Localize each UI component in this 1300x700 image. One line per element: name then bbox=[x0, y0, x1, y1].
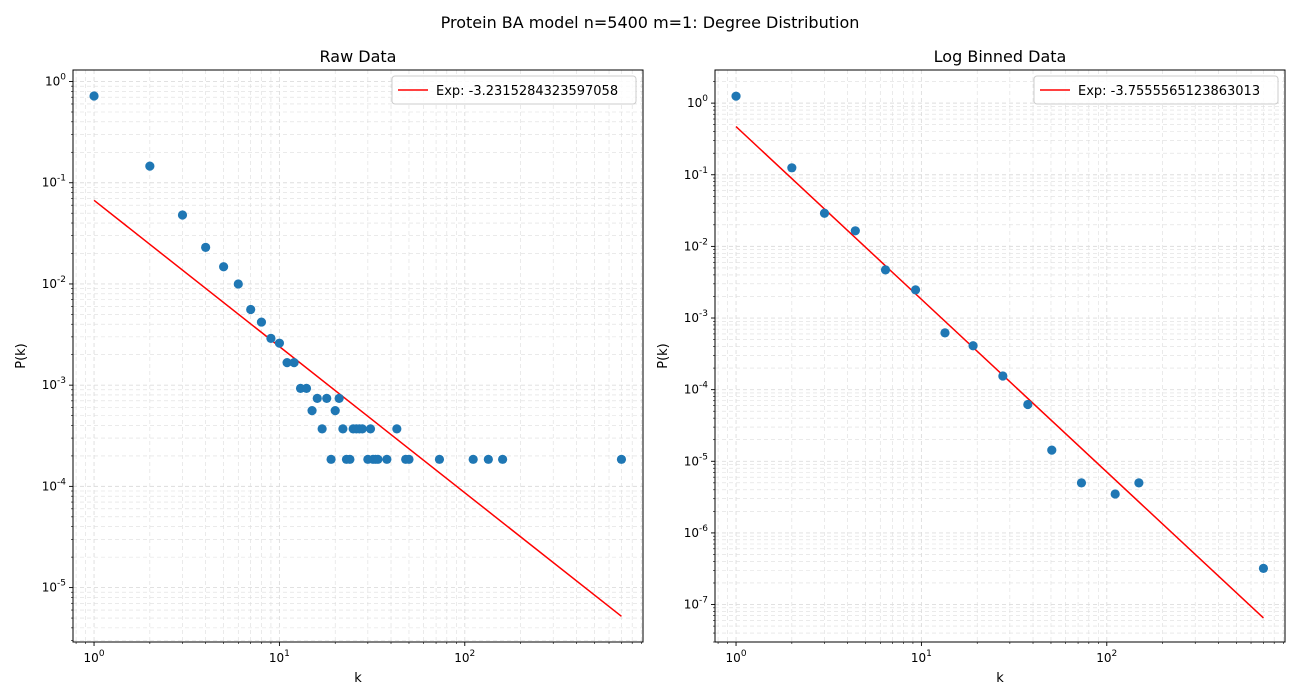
y-tick-label: 10-4 bbox=[684, 381, 709, 397]
data-point bbox=[246, 304, 256, 315]
figure-title: Protein BA model n=5400 m=1: Degree Dist… bbox=[441, 13, 860, 32]
data-point bbox=[498, 454, 508, 464]
data-point bbox=[731, 91, 741, 101]
data-point bbox=[219, 262, 229, 272]
x-tick-label: 102 bbox=[1096, 649, 1117, 665]
axes-frame bbox=[714, 69, 1286, 643]
data-point bbox=[89, 91, 99, 101]
data-point bbox=[1023, 399, 1033, 410]
data-points bbox=[89, 91, 627, 464]
y-tick-label: 10-5 bbox=[684, 452, 708, 468]
data-point bbox=[326, 454, 336, 464]
legend: Exp: -3.7555565123863013 bbox=[1033, 75, 1279, 105]
data-point bbox=[307, 406, 317, 416]
data-point bbox=[274, 338, 285, 348]
grid-lines bbox=[715, 70, 1285, 643]
fit-line bbox=[93, 199, 622, 617]
legend-label: Exp: -3.7555565123863013 bbox=[1078, 84, 1260, 99]
legend-box bbox=[391, 75, 637, 105]
data-point bbox=[968, 341, 978, 351]
data-point bbox=[787, 163, 797, 173]
data-point bbox=[177, 210, 188, 220]
grid-lines bbox=[73, 70, 643, 642]
data-point bbox=[322, 393, 332, 404]
data-point bbox=[233, 279, 243, 289]
y-tick-label: 10-6 bbox=[684, 524, 709, 540]
data-point bbox=[365, 424, 376, 434]
data-point bbox=[392, 424, 402, 434]
subplot-2: 100 101 102 10-7 10-6 10-5 10-4 10-3 10-2 10-1 100… bbox=[656, 47, 1286, 686]
x-axis-label: k bbox=[996, 671, 1004, 686]
data-point bbox=[312, 393, 322, 404]
y-tick-label: 10-7 bbox=[684, 596, 708, 612]
data-point bbox=[998, 371, 1008, 381]
data-point bbox=[145, 161, 155, 171]
data-point bbox=[301, 383, 312, 393]
x-axis-label: k bbox=[354, 671, 362, 686]
subplot-1: 100 101 102 10-5 10-4 10-3 10-2 10-1 100 Raw Data… bbox=[14, 47, 644, 686]
data-point bbox=[345, 454, 355, 464]
y-tick-label: 10-2 bbox=[42, 275, 66, 291]
data-point bbox=[819, 208, 830, 218]
axes-frame bbox=[72, 69, 644, 643]
y-tick-label: 10-4 bbox=[42, 477, 67, 493]
y-tick-label: 100 bbox=[687, 94, 708, 110]
data-point bbox=[201, 242, 211, 252]
legend-box bbox=[1033, 75, 1279, 105]
y-tick-label: 10-5 bbox=[42, 579, 66, 595]
x-tick-label: 101 bbox=[269, 649, 290, 665]
legend-label: Exp: -3.2315284323597058 bbox=[436, 84, 618, 99]
data-point bbox=[357, 424, 367, 434]
x-tick-label: 100 bbox=[84, 649, 105, 665]
x-tick-label: 101 bbox=[911, 649, 932, 665]
y-axis-label: P(k) bbox=[656, 343, 671, 369]
legend: Exp: -3.2315284323597058 bbox=[391, 75, 637, 105]
data-point bbox=[338, 424, 348, 434]
y-tick-label: 10-3 bbox=[684, 309, 708, 325]
data-point bbox=[373, 454, 383, 464]
data-point bbox=[616, 454, 627, 464]
x-tick-label: 102 bbox=[454, 649, 475, 665]
y-tick-label: 10-1 bbox=[684, 166, 708, 182]
data-point bbox=[382, 454, 392, 464]
data-point bbox=[1258, 563, 1269, 573]
data-point bbox=[256, 317, 267, 327]
data-point bbox=[317, 424, 327, 434]
data-point bbox=[1076, 478, 1087, 488]
y-tick-label: 10-3 bbox=[42, 376, 66, 392]
y-axis-label: P(k) bbox=[14, 343, 29, 369]
data-points bbox=[731, 91, 1269, 573]
subplot-title: Raw Data bbox=[320, 47, 397, 66]
data-point bbox=[483, 454, 493, 464]
data-point bbox=[880, 265, 891, 275]
data-point bbox=[468, 454, 478, 464]
data-point bbox=[434, 454, 445, 464]
data-point bbox=[282, 358, 292, 368]
data-point bbox=[850, 226, 860, 236]
data-point bbox=[334, 393, 344, 404]
data-point bbox=[289, 358, 299, 368]
data-point bbox=[1134, 478, 1144, 488]
data-point bbox=[266, 333, 276, 343]
fit-line bbox=[735, 126, 1264, 619]
subplot-title: Log Binned Data bbox=[934, 47, 1067, 66]
y-tick-label: 100 bbox=[45, 73, 66, 89]
data-point bbox=[404, 454, 414, 464]
data-point bbox=[330, 406, 340, 416]
data-point bbox=[1110, 489, 1120, 499]
data-point bbox=[910, 285, 921, 295]
data-point bbox=[1047, 445, 1057, 455]
y-tick-label: 10-1 bbox=[42, 174, 66, 190]
y-tick-label: 10-2 bbox=[684, 237, 708, 253]
data-point bbox=[940, 328, 950, 338]
x-tick-label: 100 bbox=[726, 649, 747, 665]
